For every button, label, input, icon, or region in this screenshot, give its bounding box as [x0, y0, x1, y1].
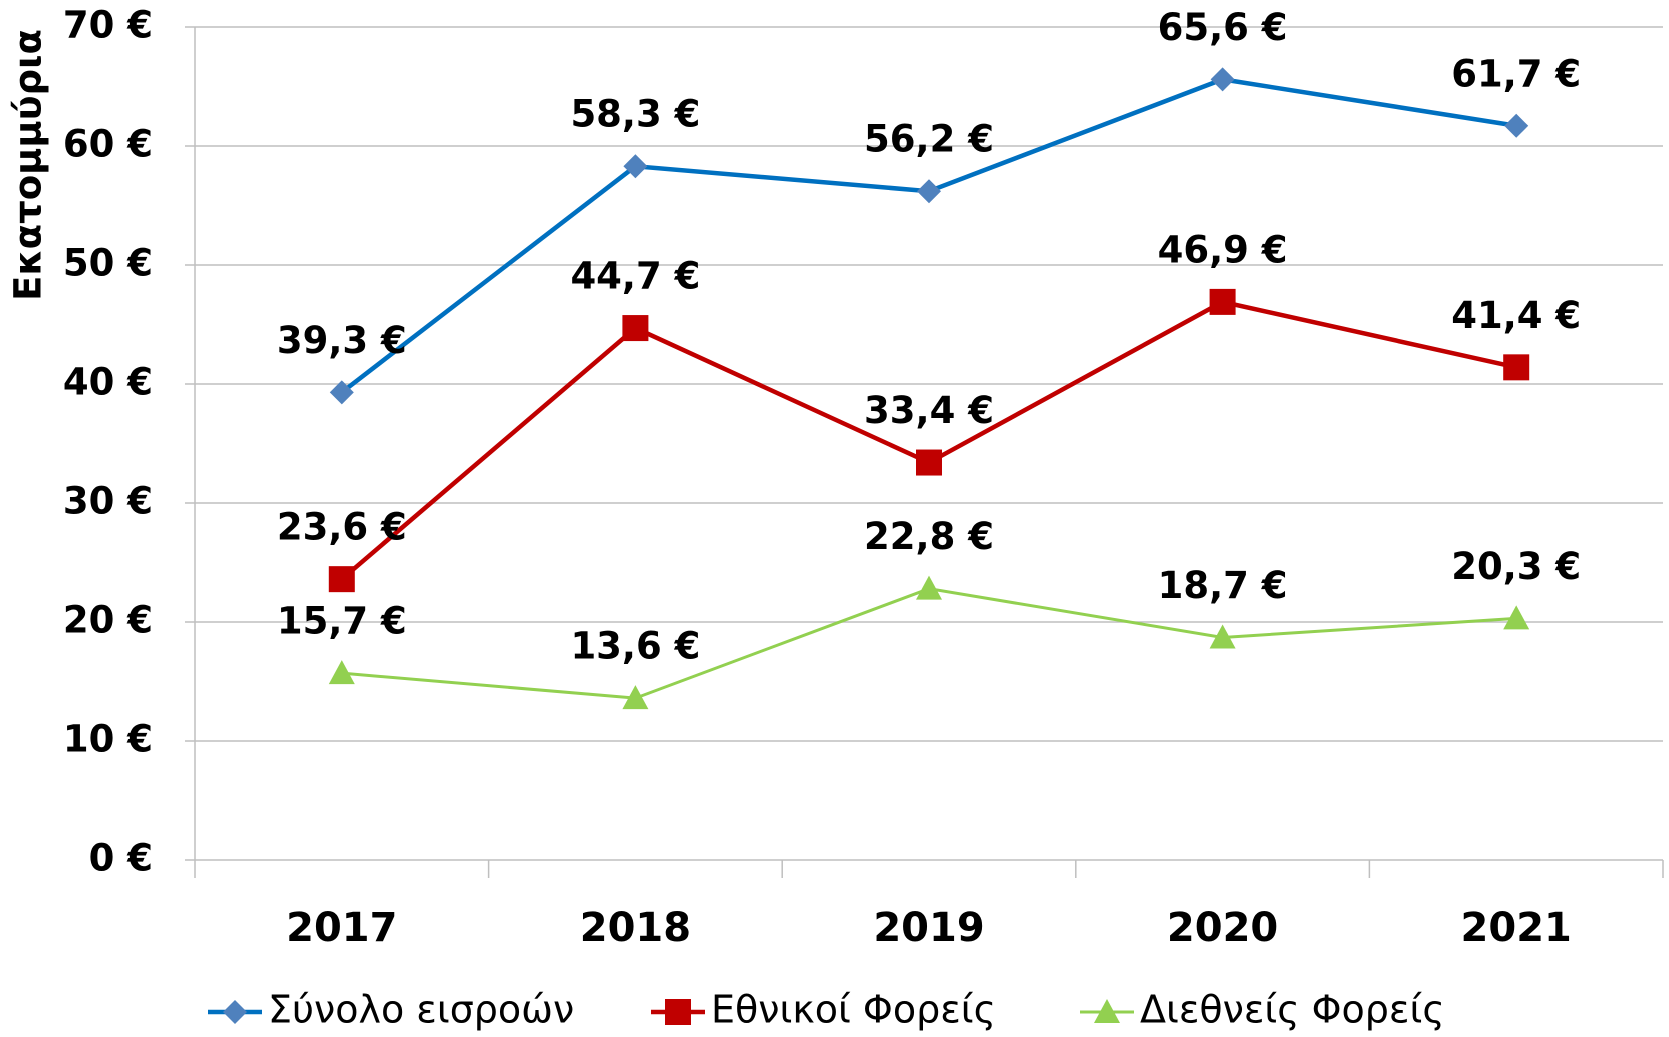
legend-marker: [665, 999, 691, 1025]
x-tick-label: 2021: [1461, 905, 1572, 951]
legend-marker: [1094, 999, 1120, 1023]
y-tick-label: 70 €: [63, 4, 153, 47]
y-axis-label: Εκατομμύρια: [7, 29, 50, 301]
data-label: 39,3 €: [277, 319, 407, 362]
y-tick-label: 10 €: [63, 718, 153, 761]
data-point: [328, 566, 355, 593]
series-line: [341, 587, 1517, 700]
y-tick-label: 60 €: [63, 123, 153, 166]
data-label: 23,6 €: [277, 506, 407, 549]
legend-marker: [223, 1000, 247, 1024]
data-point: [329, 380, 354, 405]
data-point: [1503, 605, 1530, 630]
x-tick-label: 2018: [580, 905, 691, 951]
data-label: 61,7 €: [1451, 52, 1581, 95]
data-point: [1503, 354, 1530, 381]
data-point: [916, 575, 942, 600]
y-tick-label: 0 €: [89, 837, 153, 880]
y-tick-label: 30 €: [63, 480, 153, 523]
data-point: [328, 660, 355, 685]
data-point: [622, 315, 649, 342]
data-label: 22,8 €: [864, 515, 994, 558]
legend-label: Σύνολο εισροών: [268, 988, 574, 1032]
data-label: 46,9 €: [1158, 228, 1288, 271]
legend-label: Διεθνείς Φορείς: [1140, 988, 1445, 1032]
data-label: 65,6 €: [1158, 6, 1288, 49]
x-tick-label: 2017: [286, 905, 397, 951]
data-point: [916, 449, 942, 476]
data-point: [1504, 113, 1529, 138]
data-point: [622, 685, 649, 710]
data-label: 20,3 €: [1451, 545, 1581, 588]
data-point: [623, 154, 648, 179]
data-label: 56,2 €: [864, 118, 994, 161]
data-label: 58,3 €: [570, 93, 700, 136]
data-label: 41,4 €: [1451, 294, 1581, 337]
data-label: 13,6 €: [570, 625, 700, 668]
data-label: 44,7 €: [570, 255, 700, 298]
y-tick-label: 50 €: [63, 242, 153, 285]
data-label: 18,7 €: [1158, 564, 1288, 607]
legend-label: Εθνικοί Φορείς: [711, 988, 996, 1032]
data-point: [917, 179, 941, 204]
y-tick-label: 20 €: [63, 599, 153, 642]
data-point: [1210, 67, 1235, 92]
y-tick-label: 40 €: [63, 361, 153, 404]
x-tick-label: 2019: [873, 905, 984, 951]
data-point: [1209, 288, 1236, 315]
x-tick-label: 2020: [1167, 905, 1278, 951]
data-point: [1209, 624, 1236, 649]
data-label: 33,4 €: [864, 389, 994, 432]
data-label: 15,7 €: [277, 600, 407, 643]
